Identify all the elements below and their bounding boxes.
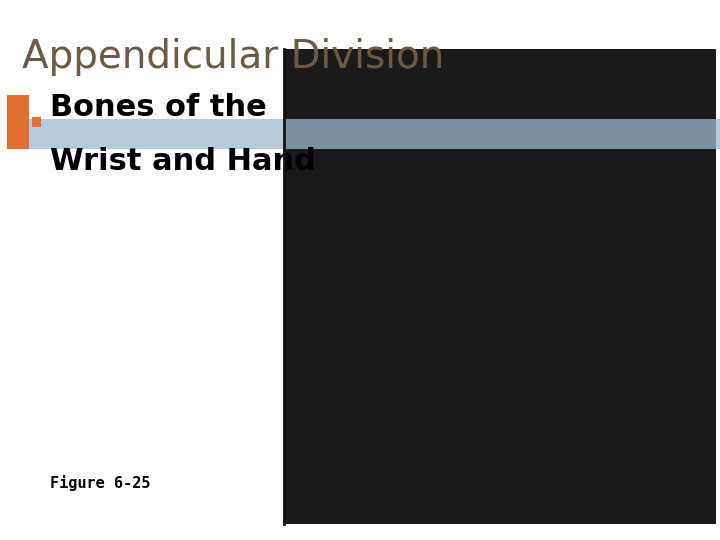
FancyBboxPatch shape xyxy=(29,119,720,148)
FancyBboxPatch shape xyxy=(32,117,41,127)
Text: Bones of the: Bones of the xyxy=(50,93,267,123)
FancyBboxPatch shape xyxy=(284,49,716,524)
FancyBboxPatch shape xyxy=(7,94,29,149)
Text: Wrist and Hand: Wrist and Hand xyxy=(50,147,316,177)
Text: Figure 6-25: Figure 6-25 xyxy=(50,475,150,491)
Text: Appendicular Division: Appendicular Division xyxy=(22,38,444,76)
